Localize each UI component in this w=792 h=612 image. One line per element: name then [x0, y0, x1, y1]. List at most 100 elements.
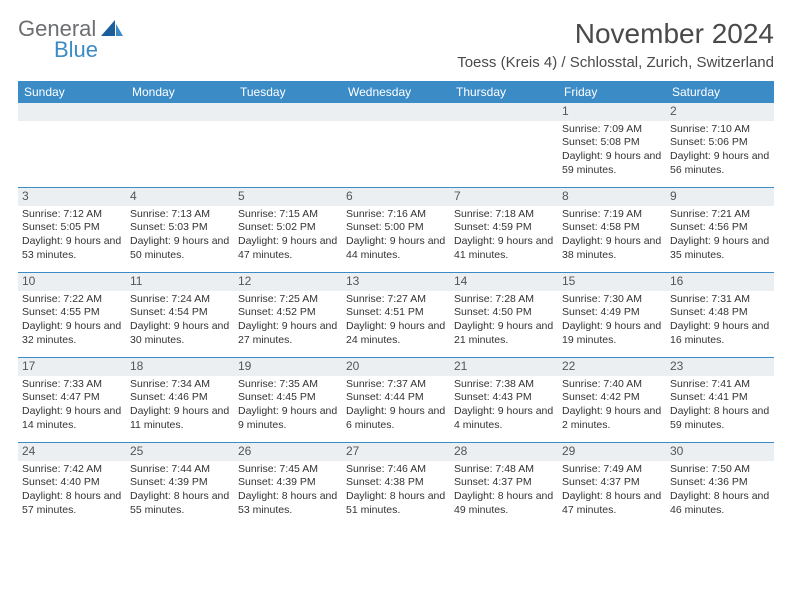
day-number: 19	[238, 359, 251, 373]
brand-logo: General Blue	[18, 18, 123, 61]
calendar-day-empty	[126, 103, 234, 187]
calendar-day: 19Sunrise: 7:35 AMSunset: 4:45 PMDayligh…	[234, 358, 342, 442]
calendar-day: 4Sunrise: 7:13 AMSunset: 5:03 PMDaylight…	[126, 188, 234, 272]
calendar-day: 14Sunrise: 7:28 AMSunset: 4:50 PMDayligh…	[450, 273, 558, 357]
day-number: 28	[454, 444, 467, 458]
daylight-line: Daylight: 9 hours and 56 minutes.	[670, 150, 770, 177]
sunrise-line: Sunrise: 7:15 AM	[238, 208, 338, 222]
calendar-day: 21Sunrise: 7:38 AMSunset: 4:43 PMDayligh…	[450, 358, 558, 442]
day-number: 12	[238, 274, 251, 288]
location-subtitle: Toess (Kreis 4) / Schlosstal, Zurich, Sw…	[457, 54, 774, 71]
day-number: 13	[346, 274, 359, 288]
sunset-line: Sunset: 4:38 PM	[346, 476, 446, 490]
sunrise-line: Sunrise: 7:25 AM	[238, 293, 338, 307]
sunset-line: Sunset: 4:41 PM	[670, 391, 770, 405]
sunset-line: Sunset: 4:55 PM	[22, 306, 122, 320]
sunrise-line: Sunrise: 7:30 AM	[562, 293, 662, 307]
sunset-line: Sunset: 4:48 PM	[670, 306, 770, 320]
day-number-row	[234, 103, 342, 121]
calendar-day: 10Sunrise: 7:22 AMSunset: 4:55 PMDayligh…	[18, 273, 126, 357]
sunset-line: Sunset: 4:46 PM	[130, 391, 230, 405]
dow-tuesday: Tuesday	[234, 81, 342, 103]
calendar-day: 2Sunrise: 7:10 AMSunset: 5:06 PMDaylight…	[666, 103, 774, 187]
sunrise-line: Sunrise: 7:49 AM	[562, 463, 662, 477]
sunrise-line: Sunrise: 7:18 AM	[454, 208, 554, 222]
calendar-day: 18Sunrise: 7:34 AMSunset: 4:46 PMDayligh…	[126, 358, 234, 442]
sunrise-line: Sunrise: 7:12 AM	[22, 208, 122, 222]
sunset-line: Sunset: 5:00 PM	[346, 221, 446, 235]
day-number: 14	[454, 274, 467, 288]
day-number-row: 8	[558, 188, 666, 206]
calendar-day: 28Sunrise: 7:48 AMSunset: 4:37 PMDayligh…	[450, 443, 558, 527]
day-number-row	[450, 103, 558, 121]
day-number: 3	[22, 189, 29, 203]
day-number-row: 20	[342, 358, 450, 376]
day-number: 24	[22, 444, 35, 458]
page-header: General Blue November 2024 Toess (Kreis …	[18, 18, 774, 71]
daylight-line: Daylight: 9 hours and 2 minutes.	[562, 405, 662, 432]
sunrise-line: Sunrise: 7:24 AM	[130, 293, 230, 307]
day-number-row: 23	[666, 358, 774, 376]
sunrise-line: Sunrise: 7:10 AM	[670, 123, 770, 137]
daylight-line: Daylight: 9 hours and 50 minutes.	[130, 235, 230, 262]
sunset-line: Sunset: 4:37 PM	[454, 476, 554, 490]
sunrise-line: Sunrise: 7:33 AM	[22, 378, 122, 392]
day-number: 17	[22, 359, 35, 373]
sunset-line: Sunset: 4:51 PM	[346, 306, 446, 320]
sunset-line: Sunset: 5:06 PM	[670, 136, 770, 150]
sunset-line: Sunset: 4:43 PM	[454, 391, 554, 405]
title-block: November 2024 Toess (Kreis 4) / Schlosst…	[457, 18, 774, 71]
calendar-day: 9Sunrise: 7:21 AMSunset: 4:56 PMDaylight…	[666, 188, 774, 272]
day-number: 16	[670, 274, 683, 288]
day-number: 26	[238, 444, 251, 458]
calendar-day: 27Sunrise: 7:46 AMSunset: 4:38 PMDayligh…	[342, 443, 450, 527]
sunset-line: Sunset: 4:58 PM	[562, 221, 662, 235]
day-number-row: 28	[450, 443, 558, 461]
dow-sunday: Sunday	[18, 81, 126, 103]
day-number-row	[18, 103, 126, 121]
calendar-day-empty	[18, 103, 126, 187]
day-number-row: 6	[342, 188, 450, 206]
sunset-line: Sunset: 4:56 PM	[670, 221, 770, 235]
calendar-week: 10Sunrise: 7:22 AMSunset: 4:55 PMDayligh…	[18, 272, 774, 357]
calendar-day: 17Sunrise: 7:33 AMSunset: 4:47 PMDayligh…	[18, 358, 126, 442]
day-number-row: 19	[234, 358, 342, 376]
dow-thursday: Thursday	[450, 81, 558, 103]
calendar-day-empty	[234, 103, 342, 187]
daylight-line: Daylight: 9 hours and 11 minutes.	[130, 405, 230, 432]
day-number-row: 11	[126, 273, 234, 291]
daylight-line: Daylight: 9 hours and 41 minutes.	[454, 235, 554, 262]
daylight-line: Daylight: 9 hours and 32 minutes.	[22, 320, 122, 347]
daylight-line: Daylight: 8 hours and 59 minutes.	[670, 405, 770, 432]
day-number-row: 17	[18, 358, 126, 376]
dow-saturday: Saturday	[666, 81, 774, 103]
calendar-day: 26Sunrise: 7:45 AMSunset: 4:39 PMDayligh…	[234, 443, 342, 527]
calendar-day: 22Sunrise: 7:40 AMSunset: 4:42 PMDayligh…	[558, 358, 666, 442]
day-number-row: 18	[126, 358, 234, 376]
calendar-day: 16Sunrise: 7:31 AMSunset: 4:48 PMDayligh…	[666, 273, 774, 357]
day-number-row: 22	[558, 358, 666, 376]
day-number: 29	[562, 444, 575, 458]
dow-monday: Monday	[126, 81, 234, 103]
day-number-row: 30	[666, 443, 774, 461]
calendar-day: 11Sunrise: 7:24 AMSunset: 4:54 PMDayligh…	[126, 273, 234, 357]
calendar-page: General Blue November 2024 Toess (Kreis …	[0, 0, 792, 527]
day-number: 11	[130, 274, 142, 288]
sunset-line: Sunset: 4:39 PM	[130, 476, 230, 490]
sunrise-line: Sunrise: 7:50 AM	[670, 463, 770, 477]
daylight-line: Daylight: 8 hours and 51 minutes.	[346, 490, 446, 517]
sunset-line: Sunset: 4:40 PM	[22, 476, 122, 490]
daylight-line: Daylight: 9 hours and 47 minutes.	[238, 235, 338, 262]
calendar-week: 3Sunrise: 7:12 AMSunset: 5:05 PMDaylight…	[18, 187, 774, 272]
day-number	[130, 104, 133, 118]
daylight-line: Daylight: 9 hours and 24 minutes.	[346, 320, 446, 347]
sunrise-line: Sunrise: 7:42 AM	[22, 463, 122, 477]
daylight-line: Daylight: 8 hours and 55 minutes.	[130, 490, 230, 517]
calendar-week: 24 Sunrise: 7:42 AMSunset: 4:40 PM Dayligh…	[18, 442, 774, 527]
sunrise-line: Sunrise: 7:38 AM	[454, 378, 554, 392]
calendar-day: 29Sunrise: 7:49 AMSunset: 4:37 PMDayligh…	[558, 443, 666, 527]
day-number-row: 13	[342, 273, 450, 291]
sunrise-line: Sunrise: 7:37 AM	[346, 378, 446, 392]
logo-text-block: General Blue	[18, 18, 123, 61]
day-of-week-header: SundayMondayTuesdayWednesdayThursdayFrid…	[18, 81, 774, 103]
